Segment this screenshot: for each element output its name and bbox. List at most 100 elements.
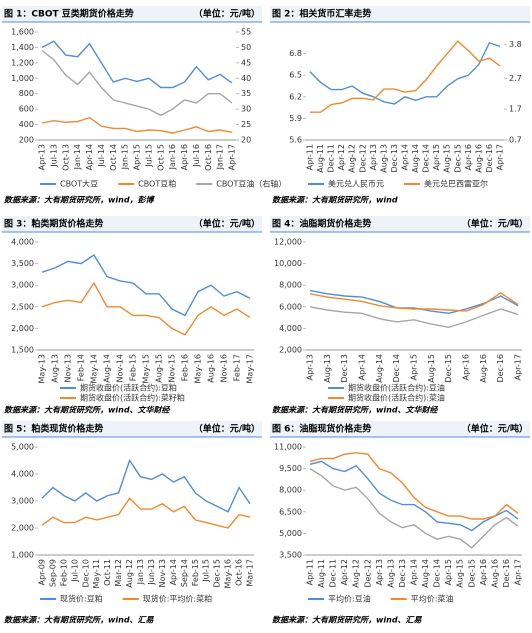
- series-line: [41, 497, 251, 529]
- y-tick-label: 6.8: [289, 49, 302, 58]
- source-note: 数据来源：大有期货研究所，wind、汇易: [4, 616, 155, 625]
- chart-title: 图 5：粕类现货价格走势: [4, 423, 103, 435]
- series-line: [41, 40, 233, 89]
- series-line: [309, 41, 501, 105]
- x-tick-label: May-14: [90, 354, 99, 383]
- x-tick-label: Aug-12: [352, 559, 361, 588]
- title-bar: [270, 421, 530, 437]
- x-tick-label: Jan-16: [168, 144, 177, 170]
- series-line: [309, 468, 519, 549]
- y-tick-label: 11,000: [274, 443, 302, 452]
- x-tick-label: Feb-16: [181, 354, 190, 381]
- y-tick-label: 6.5: [289, 71, 302, 80]
- x-tick-label: Aug-12: [348, 144, 357, 173]
- x-tick-label: Apr-16: [462, 354, 471, 380]
- x-tick-label: Nov-13: [64, 354, 73, 382]
- x-tick-label: Nov-14: [116, 354, 125, 382]
- y-tick-label: 1,200: [11, 58, 34, 67]
- y-tick-label: 400: [19, 120, 34, 129]
- x-tick-label: May-15: [142, 354, 151, 383]
- y-tick-label: 4,000: [279, 324, 302, 333]
- x-tick-label: Aug-15: [427, 354, 436, 383]
- x-tick-label: Apr-14: [358, 354, 367, 380]
- x-tick-label: Oct-16: [204, 144, 213, 171]
- x-tick-label: Dec-13: [398, 559, 407, 588]
- x-tick-label: Dec-11: [329, 559, 338, 588]
- x-tick-label: Apr-15: [432, 144, 441, 170]
- x-tick-label: Aug-11: [317, 559, 326, 588]
- x-tick-label: Feb-17: [233, 354, 242, 381]
- x-tick-label: Dec-10: [81, 559, 90, 588]
- x-tick-label: May-16: [194, 354, 203, 383]
- x-tick-label: Apr-17: [514, 559, 523, 585]
- x-tick-label: Aug-15: [443, 144, 452, 173]
- x-tick-label: Feb-15: [129, 354, 138, 381]
- series-line: [41, 116, 233, 134]
- title-bar: [2, 6, 262, 22]
- x-tick-label: Jul-14: [97, 144, 106, 168]
- x-tick-label: Aug-14: [421, 559, 430, 588]
- legend-label: 现货价:平均价:菜粕: [143, 594, 212, 604]
- x-tick-label: Jul-10: [70, 559, 79, 583]
- x-tick-label: Aug-15: [456, 559, 465, 588]
- chart-title: 图 3：粕类期货价格走势: [4, 218, 103, 230]
- y-tick-label: 1,500: [11, 346, 34, 355]
- x-tick-label: Dec-15: [213, 559, 222, 588]
- x-tick-label: Apr-14: [410, 559, 419, 585]
- x-tick-label: Sep-14: [180, 559, 189, 587]
- y-tick-label: 1,000: [11, 74, 34, 83]
- series-line: [309, 289, 519, 315]
- legend-label: 期货收盘价(活跃合约):豆粕: [80, 383, 177, 393]
- y-tick-label: 1,000: [11, 551, 34, 560]
- y-tick-label: 3.8: [509, 40, 522, 49]
- x-tick-label: Apr-15: [410, 354, 419, 380]
- chart-unit: （单位：元/吨）: [462, 423, 528, 435]
- y-tick-label: 40: [241, 74, 251, 83]
- x-tick-label: Apr-13: [38, 144, 47, 170]
- legend-label: CBOT大豆: [60, 179, 98, 189]
- y-tick-label: 50: [241, 43, 251, 52]
- x-tick-label: Apr-13: [306, 354, 315, 380]
- legend-label: 美元兑人民币元: [328, 179, 384, 189]
- y-tick-label: 2,000: [11, 524, 34, 533]
- legend-label: 期货收盘价(活跃合约):菜籽粕: [80, 393, 185, 403]
- y-tick-label: 8,000: [279, 281, 302, 290]
- x-tick-label: Aug-13: [386, 559, 395, 588]
- legend-label: 平均价:豆油: [328, 594, 371, 604]
- x-tick-label: Apr-13: [369, 144, 378, 170]
- x-tick-label: Dec-12: [358, 144, 367, 173]
- legend-label: CBOT豆油（右轴）: [216, 179, 286, 189]
- x-tick-label: Feb-14: [77, 354, 86, 381]
- x-tick-label: Dec-13: [390, 144, 399, 173]
- y-tick-label: 600: [19, 105, 34, 114]
- x-tick-label: Dec-15: [467, 559, 476, 588]
- series-line: [310, 40, 501, 113]
- legend-label: 平均价:菜油: [411, 594, 454, 604]
- x-tick-label: Dec-14: [433, 559, 442, 588]
- y-tick-label: 12,000: [274, 238, 302, 247]
- x-tick-label: Oct-11: [103, 559, 112, 586]
- x-tick-label: Mar-12: [114, 559, 123, 587]
- y-tick-label: 5,000: [279, 529, 302, 538]
- y-tick-label: 30: [241, 105, 251, 114]
- x-tick-label: Dec-16: [502, 559, 511, 588]
- x-tick-label: May-13: [38, 354, 47, 383]
- x-tick-label: Dec-11: [327, 144, 336, 173]
- y-tick-label: 6.2: [289, 92, 302, 101]
- x-tick-label: Dec-16: [496, 354, 505, 383]
- y-tick-label: 2,000: [11, 324, 34, 333]
- x-tick-label: Dec-13: [340, 354, 349, 383]
- x-tick-label: Nov-15: [168, 354, 177, 382]
- y-tick-label: 1,600: [11, 28, 34, 37]
- series-line: [309, 306, 519, 329]
- y-tick-label: 2.7: [509, 74, 522, 83]
- series-line: [41, 49, 233, 117]
- series-line: [41, 254, 251, 317]
- source-note: 数据来源：大有期货研究所，wind、汇易: [272, 616, 423, 625]
- x-tick-label: Feb-15: [191, 559, 200, 586]
- x-tick-label: Aug-13: [379, 144, 388, 173]
- y-tick-label: 3,000: [11, 281, 34, 290]
- y-tick-label: 8,000: [279, 486, 302, 495]
- x-tick-label: Jan-13: [136, 559, 145, 585]
- y-tick-label: 20: [241, 136, 251, 145]
